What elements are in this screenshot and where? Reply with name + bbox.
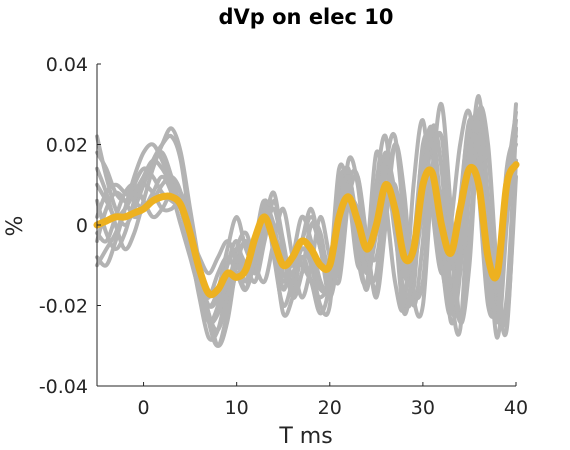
trial-line-3 [95,94,518,348]
x-tick-label: 0 [138,397,150,419]
y-tick-label: 0.04 [46,54,88,76]
y-tick-label: -0.04 [39,376,88,398]
x-axis-label: T ms [278,424,332,449]
trial-line-10 [95,126,518,325]
mean-line [93,161,520,299]
x-tick-label: 40 [504,397,528,419]
y-tick-label: 0.02 [46,135,88,157]
y-tick-label: -0.02 [39,296,88,318]
trial-lines [95,94,518,348]
y-axis-label: % [3,216,28,237]
trial-line-9 [95,104,518,328]
x-tick-label: 30 [411,397,435,419]
x-tick-label: 10 [225,397,249,419]
x-ticks: 0 10 20 30 40 [138,382,528,419]
mean-line-group [93,161,520,299]
x-tick-label: 20 [318,397,342,419]
y-ticks: -0.04 -0.02 0 0.02 0.04 [39,54,101,398]
y-tick-label: 0 [76,215,88,237]
chart-title: dVp on elec 10 [219,5,394,29]
